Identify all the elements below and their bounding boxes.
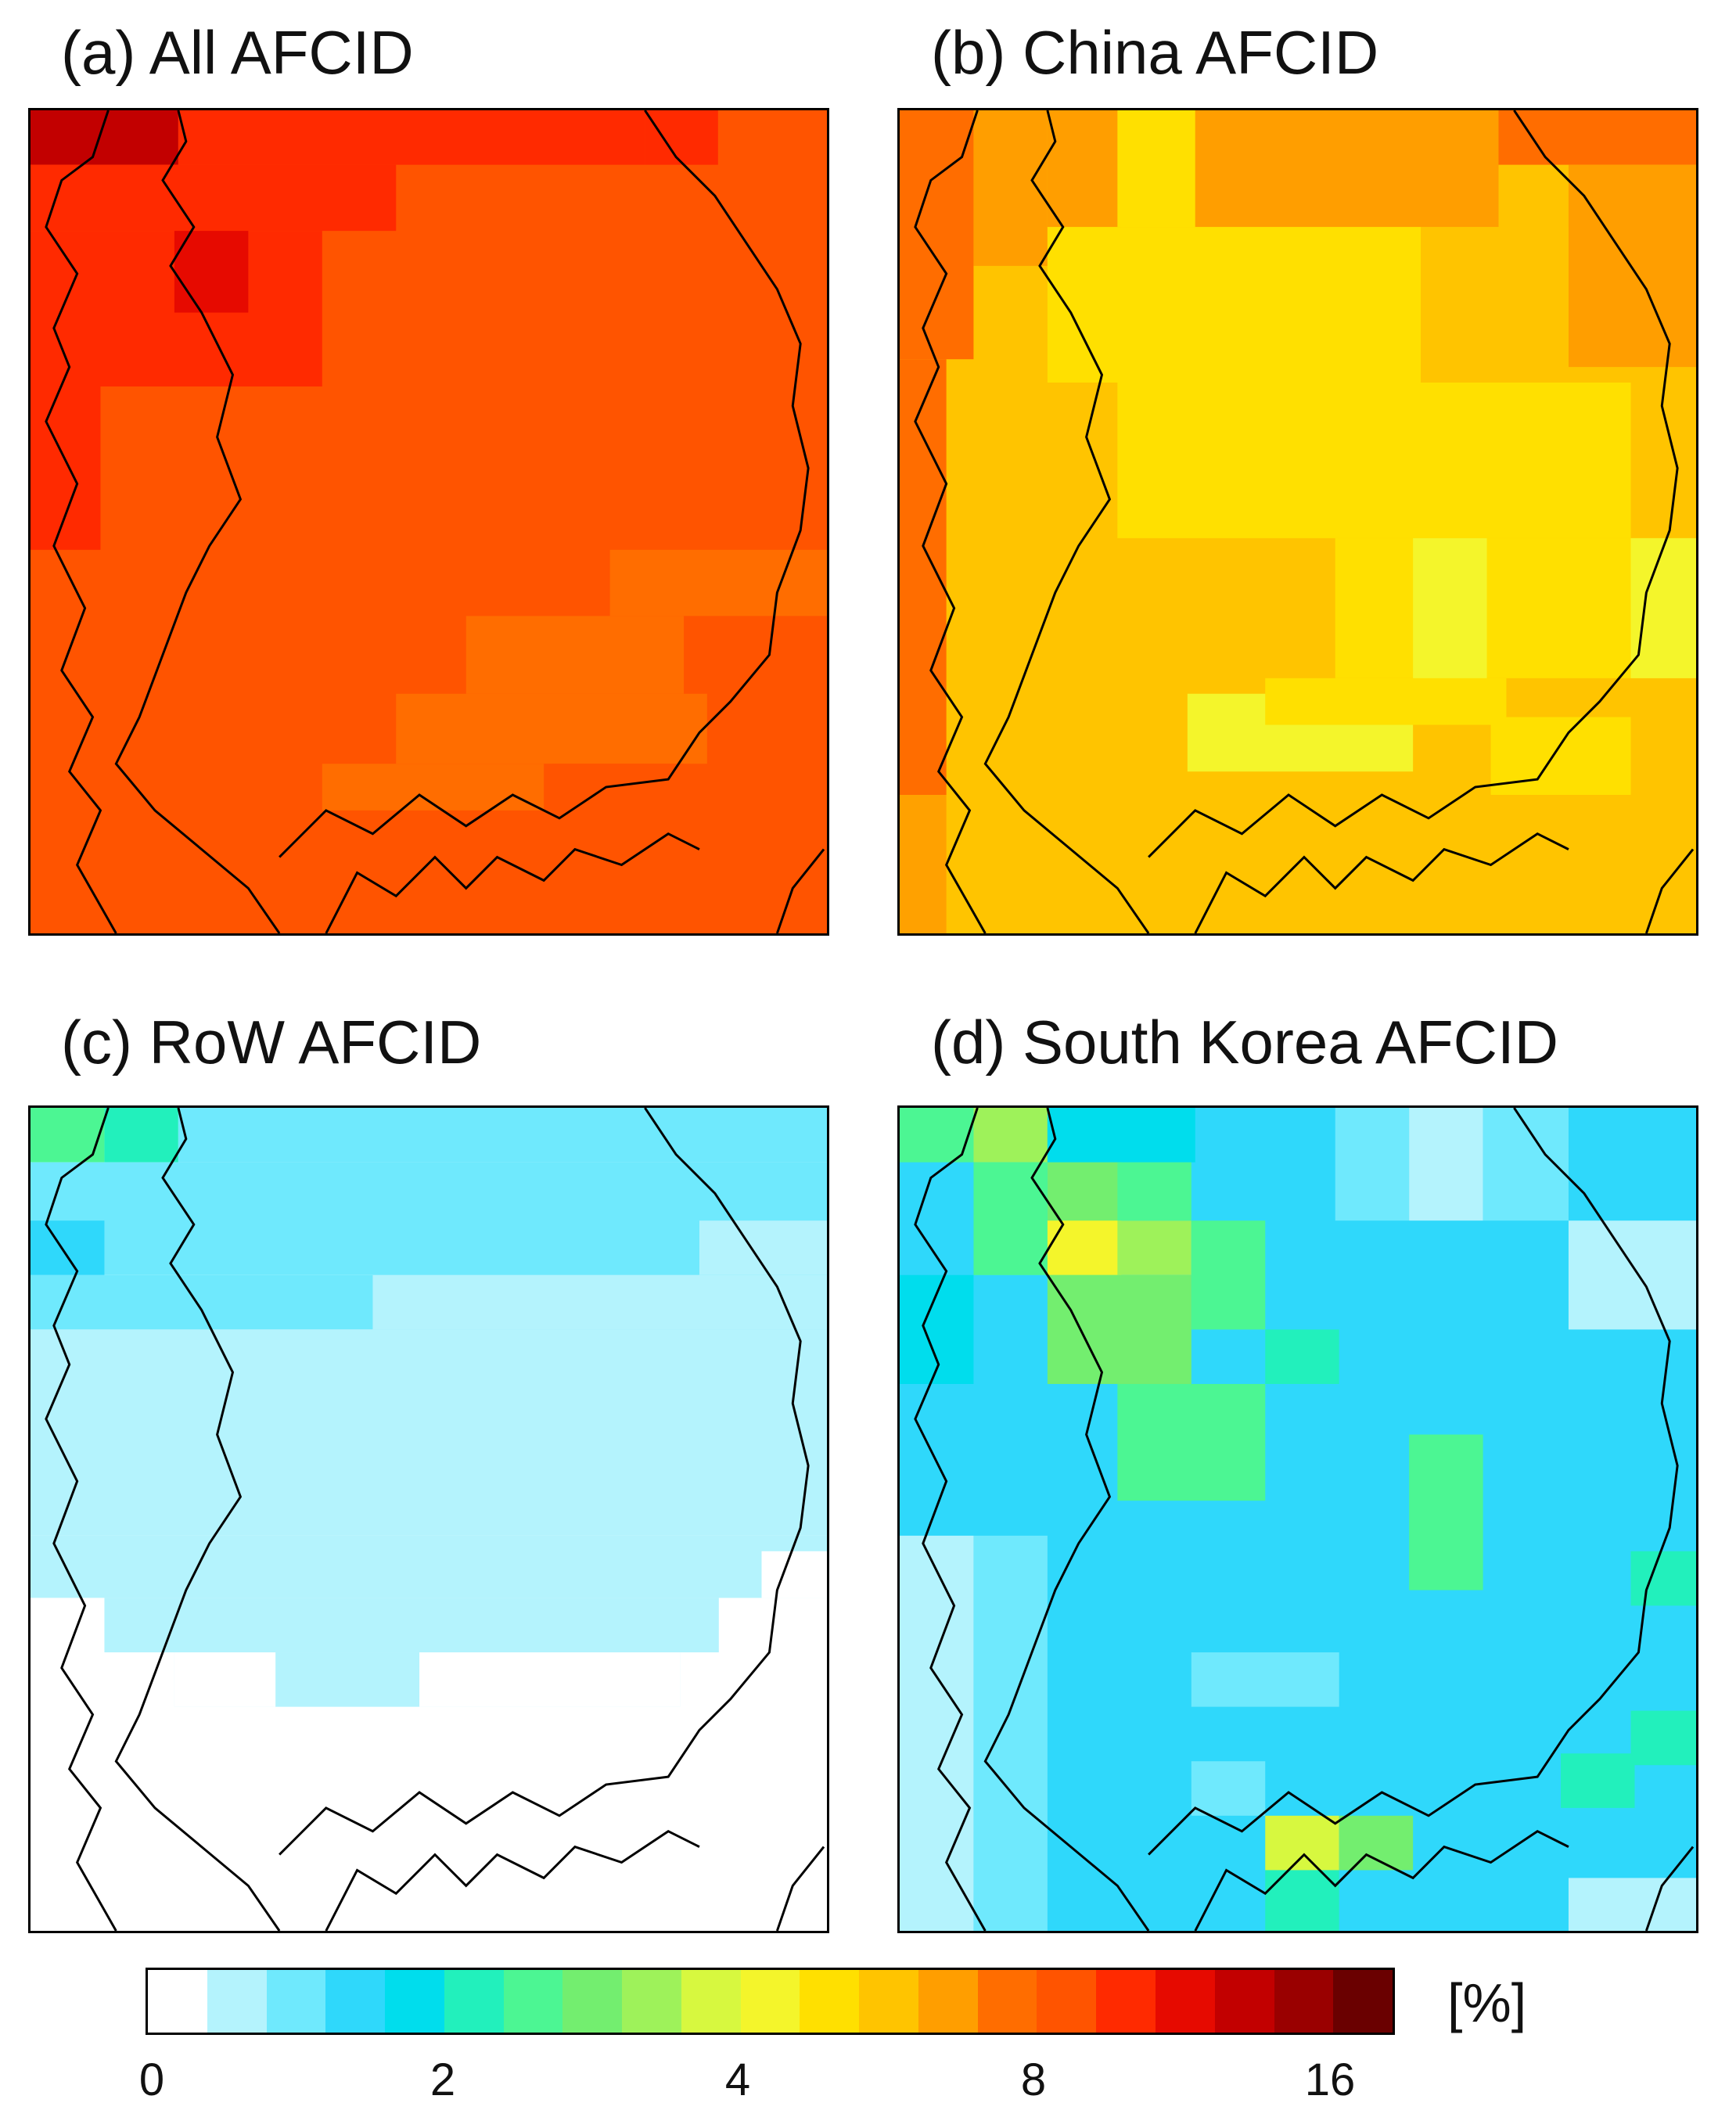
colorbar-swatch-13 bbox=[918, 1970, 978, 2033]
colorbar-swatch-4 bbox=[385, 1970, 444, 2033]
map-d-svg bbox=[900, 1108, 1696, 1931]
coastline bbox=[914, 110, 1695, 933]
map-a-svg bbox=[31, 110, 827, 933]
coastline bbox=[45, 110, 825, 933]
colorbar bbox=[146, 1968, 1395, 2035]
map-c-svg bbox=[31, 1108, 827, 1931]
colorbar-tick-2: 2 bbox=[430, 2054, 456, 2105]
coastline bbox=[914, 1108, 1695, 1931]
colorbar-swatch-7 bbox=[562, 1970, 623, 2033]
colorbar-swatch-0 bbox=[148, 1970, 207, 2033]
map-panel-a bbox=[28, 108, 829, 936]
colorbar-tick-4: 4 bbox=[724, 2054, 751, 2105]
colorbar-swatch-14 bbox=[977, 1970, 1037, 2033]
colorbar-swatch-12 bbox=[859, 1970, 918, 2033]
colorbar-swatch-10 bbox=[740, 1970, 800, 2033]
colorbar-swatch-18 bbox=[1214, 1970, 1274, 2033]
colorbar-swatch-11 bbox=[800, 1970, 860, 2033]
colorbar-swatch-20 bbox=[1333, 1970, 1393, 2033]
colorbar-tick-16: 16 bbox=[1304, 2054, 1356, 2105]
panel-b-title: (b) China AFCID bbox=[931, 18, 1379, 87]
colorbar-swatch-1 bbox=[207, 1970, 267, 2033]
map-panel-d bbox=[897, 1105, 1698, 1933]
panel-a-title: (a) All AFCID bbox=[61, 18, 414, 87]
panel-c-title: (c) RoW AFCID bbox=[61, 1008, 482, 1077]
colorbar-tick-0: 0 bbox=[138, 2054, 165, 2105]
colorbar-unit: [%] bbox=[1447, 1972, 1527, 2033]
colorbar-swatch-16 bbox=[1096, 1970, 1156, 2033]
map-panel-c bbox=[28, 1105, 829, 1933]
colorbar-swatch-15 bbox=[1037, 1970, 1097, 2033]
map-b-svg bbox=[900, 110, 1696, 933]
panel-d-title: (d) South Korea AFCID bbox=[931, 1008, 1559, 1077]
colorbar-swatch-3 bbox=[325, 1970, 386, 2033]
colorbar-swatch-19 bbox=[1274, 1970, 1334, 2033]
colorbar-swatch-9 bbox=[681, 1970, 741, 2033]
coastline bbox=[45, 1108, 825, 1931]
colorbar-swatch-2 bbox=[266, 1970, 326, 2033]
map-panel-b bbox=[897, 108, 1698, 936]
colorbar-swatch-8 bbox=[622, 1970, 681, 2033]
colorbar-swatch-5 bbox=[444, 1970, 504, 2033]
colorbar-swatch-17 bbox=[1156, 1970, 1215, 2033]
colorbar-tick-8: 8 bbox=[1020, 2054, 1047, 2105]
colorbar-swatch-6 bbox=[503, 1970, 563, 2033]
